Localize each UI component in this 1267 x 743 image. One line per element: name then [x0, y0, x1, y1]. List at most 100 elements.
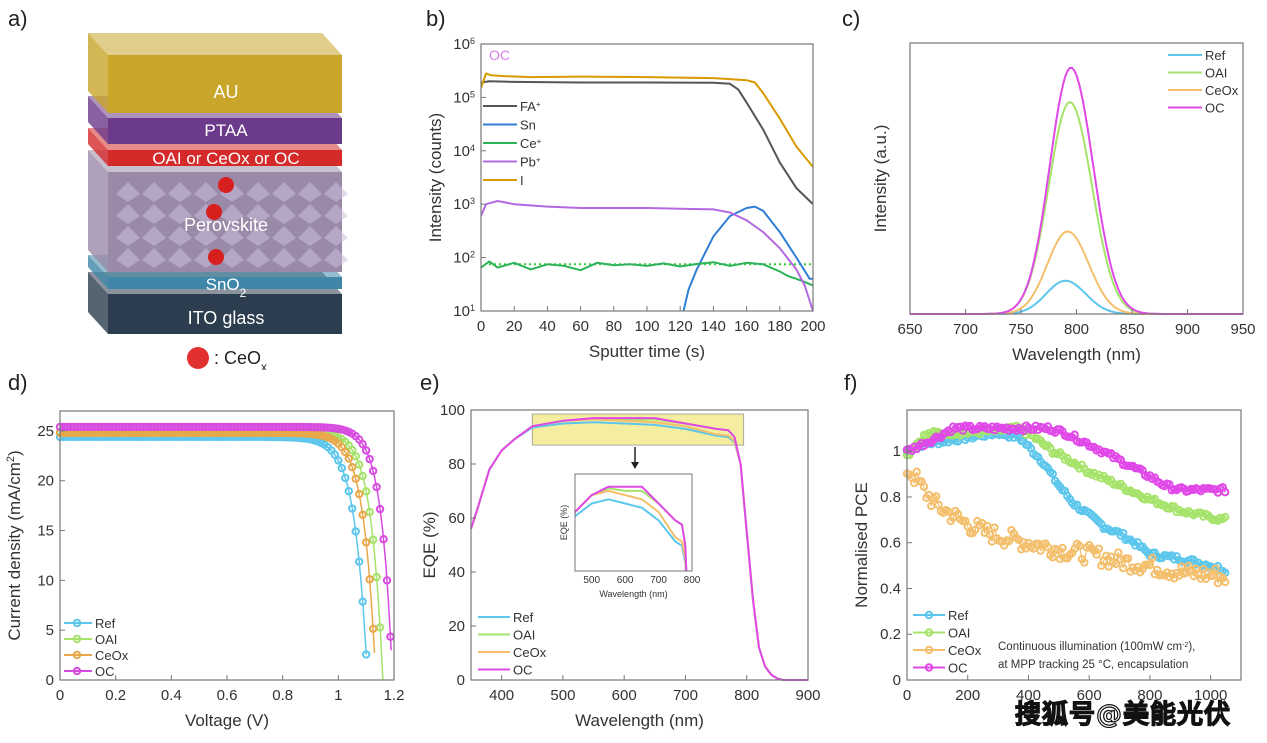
data-point	[980, 528, 989, 537]
y-axis-title: Normalised PCE	[852, 482, 871, 608]
data-point	[361, 538, 371, 547]
ceox-legend-marker	[187, 347, 209, 369]
x-tick-label: 200	[800, 318, 825, 335]
legend-label: Sn	[520, 118, 536, 133]
x-tick-label: 850	[1119, 321, 1144, 338]
x-tick-label: 100	[634, 318, 659, 335]
data-point	[365, 507, 374, 517]
panel-f-label: f)	[844, 370, 858, 395]
layer-side	[88, 33, 108, 113]
layer-side	[88, 150, 108, 272]
x-tick-label: 40	[539, 318, 556, 335]
legend-label: OAI	[95, 632, 117, 647]
inset-x-tick-label: 600	[617, 575, 634, 586]
data-point	[361, 650, 371, 659]
data-point	[351, 527, 360, 536]
data-point	[990, 523, 999, 532]
panel-c-label: c)	[842, 6, 861, 31]
y-tick-label: 20	[37, 473, 54, 490]
data-point	[361, 446, 371, 455]
x-tick-label: 60	[572, 318, 589, 335]
layer-side	[88, 128, 108, 166]
data-point	[341, 447, 350, 457]
data-point	[1111, 559, 1121, 569]
layer-label: OAI or CeOx or OC	[152, 149, 299, 168]
octahedron	[168, 248, 192, 268]
x-tick-label: 0	[477, 318, 485, 335]
ceox-legend-label: : CeOx	[214, 348, 267, 370]
y-tick-label: 20	[448, 618, 465, 635]
x-tick-label: 600	[612, 687, 637, 704]
octahedron	[324, 182, 348, 202]
series-line-fa	[481, 80, 813, 205]
data-point	[358, 439, 367, 449]
series-line-ce	[481, 260, 813, 287]
data-point	[368, 624, 378, 633]
x-tick-label: 180	[767, 318, 792, 335]
data-point	[1101, 551, 1111, 561]
panel-b-label: b)	[426, 6, 446, 31]
octahedron	[298, 204, 322, 224]
series-line-oc	[910, 66, 1243, 315]
octahedron	[298, 182, 322, 202]
y-tick-label: 15	[37, 523, 54, 540]
y-tick-label: 100	[440, 402, 465, 419]
y-tick-label: 0	[457, 672, 465, 689]
x-axis-title: Sputter time (s)	[589, 342, 705, 361]
data-point	[1145, 560, 1155, 570]
inset-series-ref	[575, 498, 687, 571]
chart-b-plot	[481, 72, 813, 311]
data-point	[368, 535, 378, 544]
series-line-pb	[481, 200, 813, 311]
plot-frame	[470, 409, 809, 681]
octahedron	[298, 248, 322, 268]
legend-label: CeOx	[948, 643, 982, 658]
octahedron	[142, 226, 166, 246]
data-point	[1213, 578, 1223, 588]
layer-label: ITO glass	[188, 308, 265, 328]
octahedron	[168, 226, 192, 246]
layer-label: Perovskite	[184, 215, 268, 235]
watermark: 搜狐号@美能光伏	[1014, 699, 1231, 730]
octahedron	[298, 226, 322, 246]
layer-label-sno2: SnO2	[206, 275, 247, 300]
data-point	[982, 521, 992, 531]
x-tick-label: 160	[734, 318, 759, 335]
layer-label: PTAA	[204, 121, 248, 140]
data-point	[355, 460, 364, 469]
octahedron	[246, 204, 270, 224]
data-point	[348, 462, 357, 472]
x-tick-label: 0.2	[105, 687, 126, 704]
series-line-oc	[470, 417, 808, 681]
x-axis-title: Wavelength (nm)	[1012, 345, 1141, 364]
legend-label: Ce+	[520, 136, 542, 151]
legend-label: Ref	[513, 610, 534, 625]
legend-label: Pb+	[520, 155, 541, 170]
x-axis-title: Wavelength (nm)	[575, 711, 704, 730]
y-tick-label: 0	[46, 672, 54, 689]
x-axis-title: Voltage (V)	[185, 711, 269, 730]
y-tick-label: 0.2	[880, 626, 901, 643]
legend-marker	[924, 628, 934, 637]
panel-d-label: d)	[8, 370, 28, 395]
data-point	[1196, 574, 1206, 583]
panel-e-label: e)	[420, 370, 440, 395]
x-tick-label: 120	[668, 318, 693, 335]
inset-x-tick-label: 700	[650, 575, 667, 586]
y-tick-label: 104	[453, 143, 475, 160]
data-point	[1048, 469, 1057, 479]
condition-annotation-line2: at MPP tracking 25 °C, encapsulation	[998, 659, 1188, 671]
plot-frame	[480, 43, 814, 312]
y-tick-label: 5	[46, 622, 54, 639]
y-tick-label: 105	[453, 89, 475, 106]
layer-au	[108, 55, 342, 113]
data-point	[365, 575, 374, 584]
x-tick-label: 800	[734, 687, 759, 704]
data-point	[379, 535, 388, 544]
octahedron	[142, 204, 166, 224]
octahedron	[142, 182, 166, 202]
data-point	[344, 454, 353, 463]
data-point	[927, 501, 936, 511]
data-point	[361, 487, 371, 496]
